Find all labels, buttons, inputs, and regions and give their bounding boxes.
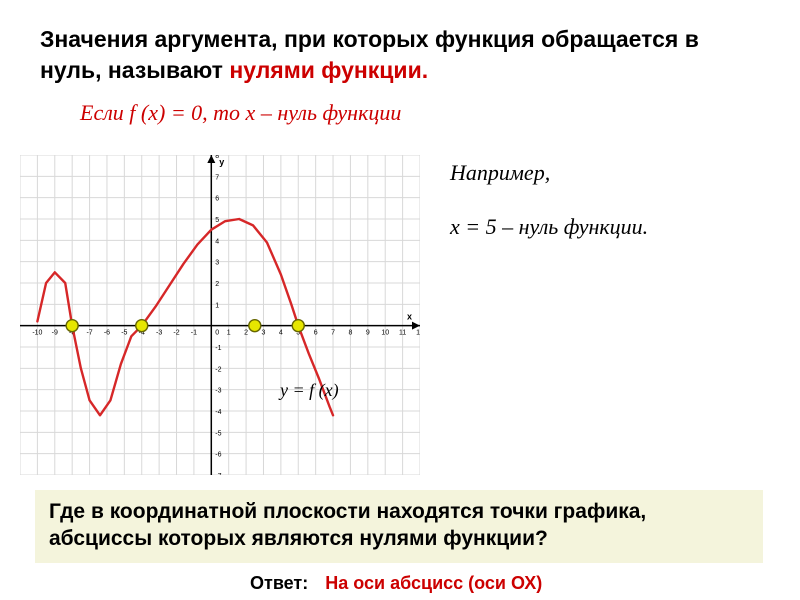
svg-text:-3: -3	[156, 330, 162, 337]
svg-text:x: x	[407, 312, 412, 322]
svg-text:0: 0	[215, 330, 219, 337]
svg-text:12: 12	[416, 330, 420, 337]
svg-text:-7: -7	[86, 330, 92, 337]
svg-text:-9: -9	[52, 330, 58, 337]
svg-text:-1: -1	[215, 345, 221, 352]
svg-text:-4: -4	[215, 409, 221, 416]
svg-text:-10: -10	[32, 330, 42, 337]
svg-text:3: 3	[215, 260, 219, 267]
example-line2: x = 5 – нуль функции.	[450, 214, 780, 240]
example-line1: Например,	[450, 160, 780, 186]
svg-text:11: 11	[399, 330, 406, 337]
answer-label: Ответ:	[250, 573, 308, 593]
question-text: Где в координатной плоскости находятся т…	[49, 500, 646, 550]
svg-text:-1: -1	[191, 330, 197, 337]
svg-text:-3: -3	[215, 388, 221, 395]
example-block: Например, x = 5 – нуль функции.	[450, 160, 780, 240]
svg-text:7: 7	[215, 174, 219, 181]
svg-text:10: 10	[381, 330, 389, 337]
heading: Значения аргумента, при которых функция …	[40, 24, 760, 86]
answer-line: Ответ: На оси абсцисс (оси ОХ)	[250, 573, 542, 594]
svg-text:-2: -2	[173, 330, 179, 337]
formula-zero-def: Если f (x) = 0, то x – нуль функции	[80, 100, 401, 126]
svg-text:2: 2	[244, 330, 248, 337]
question-box: Где в координатной плоскости находятся т…	[35, 490, 763, 563]
svg-text:5: 5	[215, 217, 219, 224]
svg-text:-5: -5	[121, 330, 127, 337]
svg-text:1: 1	[215, 302, 219, 309]
svg-text:4: 4	[279, 330, 283, 337]
heading-accent: нулями функции.	[229, 57, 428, 83]
svg-text:6: 6	[314, 330, 318, 337]
graph: -10-9-8-7-6-5-4-3-2-1123456789101112-7-6…	[20, 155, 420, 475]
svg-text:4: 4	[215, 238, 219, 245]
svg-text:2: 2	[215, 281, 219, 288]
answer-text: На оси абсцисс (оси ОХ)	[325, 573, 542, 593]
svg-text:3: 3	[262, 330, 266, 337]
equation-label: y = f (x)	[280, 380, 339, 401]
svg-text:1: 1	[227, 330, 231, 337]
svg-text:-5: -5	[215, 430, 221, 437]
svg-text:8: 8	[348, 330, 352, 337]
graph-svg: -10-9-8-7-6-5-4-3-2-1123456789101112-7-6…	[20, 155, 420, 475]
svg-text:6: 6	[215, 196, 219, 203]
svg-text:7: 7	[331, 330, 335, 337]
svg-text:-2: -2	[215, 366, 221, 373]
svg-text:-7: -7	[215, 473, 221, 475]
svg-text:-6: -6	[104, 330, 110, 337]
svg-text:9: 9	[366, 330, 370, 337]
svg-text:-6: -6	[215, 452, 221, 459]
svg-text:y: y	[219, 157, 224, 167]
